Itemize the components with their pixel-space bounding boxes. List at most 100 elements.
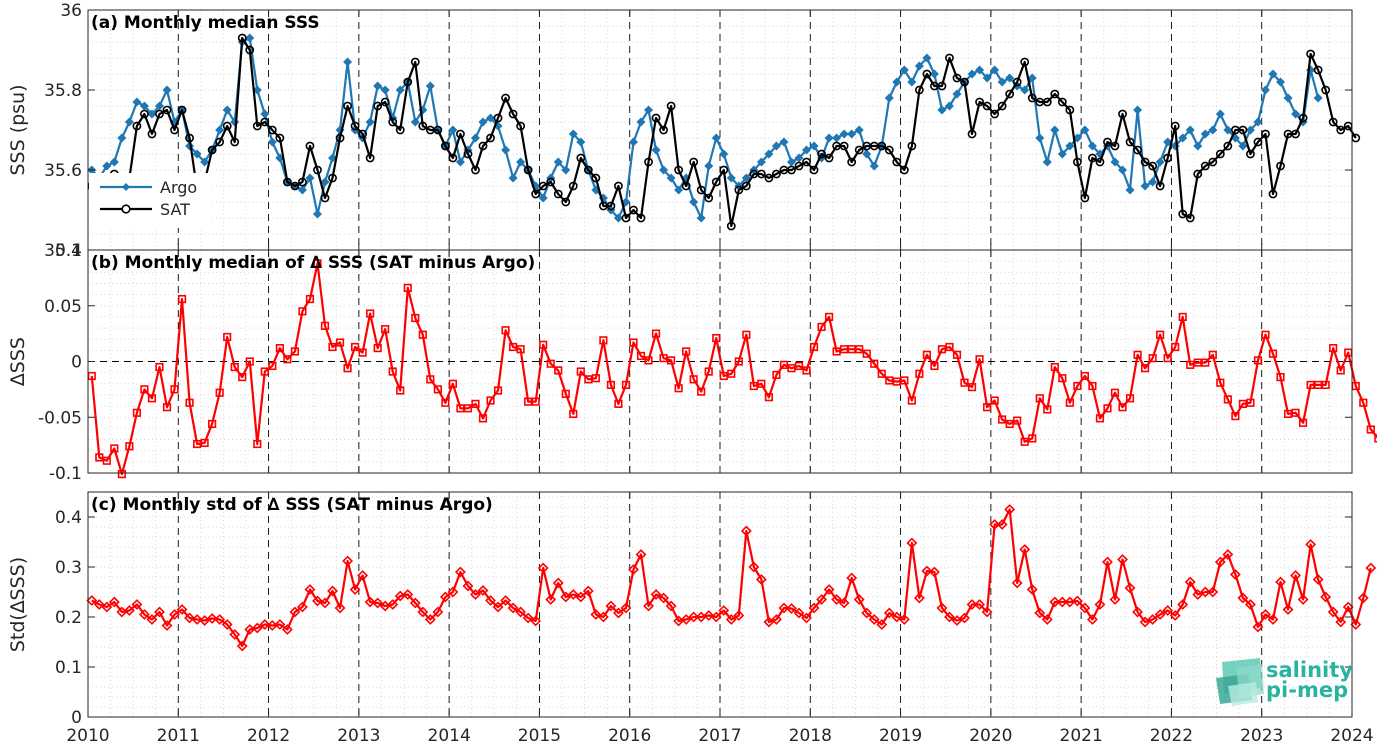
data-point: [471, 165, 480, 175]
data-point: [906, 537, 918, 549]
series-line: [90, 262, 1377, 476]
data-point: [1065, 105, 1075, 115]
data-point: [1139, 616, 1151, 628]
data-point: [433, 385, 442, 394]
data-point: [531, 189, 541, 199]
data-point: [365, 117, 375, 127]
data-point: [945, 342, 954, 352]
data-point: [1156, 330, 1165, 339]
x-tick-label: 2023: [1240, 726, 1283, 745]
data-point: [808, 602, 820, 614]
data-point: [132, 408, 142, 417]
data-point: [109, 157, 119, 167]
data-point: [659, 125, 668, 135]
data-point: [665, 600, 677, 612]
data-point: [358, 129, 368, 139]
data-point: [913, 592, 925, 604]
data-point: [313, 259, 322, 268]
data-point: [538, 181, 548, 191]
data-point: [147, 129, 157, 139]
data-point: [1329, 344, 1338, 353]
data-point: [651, 145, 661, 155]
data-point: [1057, 149, 1067, 159]
data-point: [215, 125, 225, 135]
data-point: [613, 213, 623, 223]
data-point: [840, 345, 849, 354]
y-tick-label: 0.3: [55, 558, 82, 578]
data-point: [530, 615, 542, 627]
data-point: [1200, 161, 1210, 171]
data-point: [349, 584, 361, 595]
data-point: [847, 129, 857, 139]
data-point: [1268, 189, 1278, 199]
data-point: [1336, 125, 1346, 135]
data-point: [682, 347, 691, 356]
data-point: [1026, 584, 1038, 595]
legend: Argo SAT: [89, 173, 212, 228]
data-point: [764, 149, 774, 159]
data-point: [524, 397, 533, 406]
data-point: [1072, 157, 1082, 167]
data-point: [132, 121, 142, 131]
data-point: [312, 209, 322, 219]
data-point: [945, 53, 954, 63]
panel-title: (c) Monthly std of ∆ SSS (SAT minus Argo…: [91, 495, 493, 515]
data-point: [636, 213, 646, 223]
data-point: [1110, 157, 1120, 167]
data-point: [982, 101, 992, 111]
data-point: [493, 113, 503, 123]
panel-title: (a) Monthly median SSS: [91, 13, 320, 33]
data-point: [606, 380, 616, 390]
data-point: [568, 181, 578, 191]
data-point: [1133, 145, 1142, 155]
data-point: [560, 591, 572, 603]
data-point: [846, 572, 858, 584]
data-point: [885, 376, 894, 385]
data-point: [990, 396, 999, 405]
data-point: [1291, 109, 1301, 119]
data-point: [628, 564, 639, 575]
data-point: [1193, 358, 1202, 367]
data-point: [644, 105, 654, 115]
data-point: [1261, 330, 1270, 339]
data-point: [711, 133, 721, 143]
data-point: [629, 205, 638, 215]
data-point: [1027, 93, 1037, 103]
data-point: [124, 117, 134, 127]
data-point: [582, 585, 594, 597]
data-point: [425, 81, 435, 91]
data-point: [1086, 614, 1098, 625]
data-point: [1102, 556, 1113, 568]
data-point: [267, 125, 277, 135]
data-point: [1223, 141, 1233, 151]
y-tick-label: -0.1: [49, 464, 82, 484]
data-point: [1291, 129, 1300, 139]
data-point: [899, 165, 909, 175]
data-point: [1035, 133, 1045, 143]
data-point: [454, 566, 466, 578]
data-point: [1305, 539, 1317, 550]
data-point: [493, 386, 503, 395]
data-point: [245, 45, 255, 55]
data-point: [899, 65, 909, 75]
data-point: [117, 470, 126, 479]
data-point: [892, 377, 901, 386]
data-point: [794, 161, 804, 171]
data-point: [1133, 105, 1143, 115]
data-point: [343, 57, 353, 67]
data-point: [388, 117, 398, 127]
data-point: [853, 594, 865, 605]
data-point: [327, 585, 338, 597]
data-point: [260, 117, 270, 127]
data-point: [997, 77, 1007, 87]
data-point: [643, 600, 654, 612]
data-point: [884, 93, 894, 103]
data-point: [1252, 621, 1264, 633]
data-point: [447, 586, 459, 598]
data-point: [1012, 77, 1022, 87]
data-point: [689, 157, 699, 167]
data-point: [779, 360, 789, 369]
data-point: [102, 456, 111, 465]
data-point: [770, 614, 782, 625]
data-point: [463, 149, 473, 159]
